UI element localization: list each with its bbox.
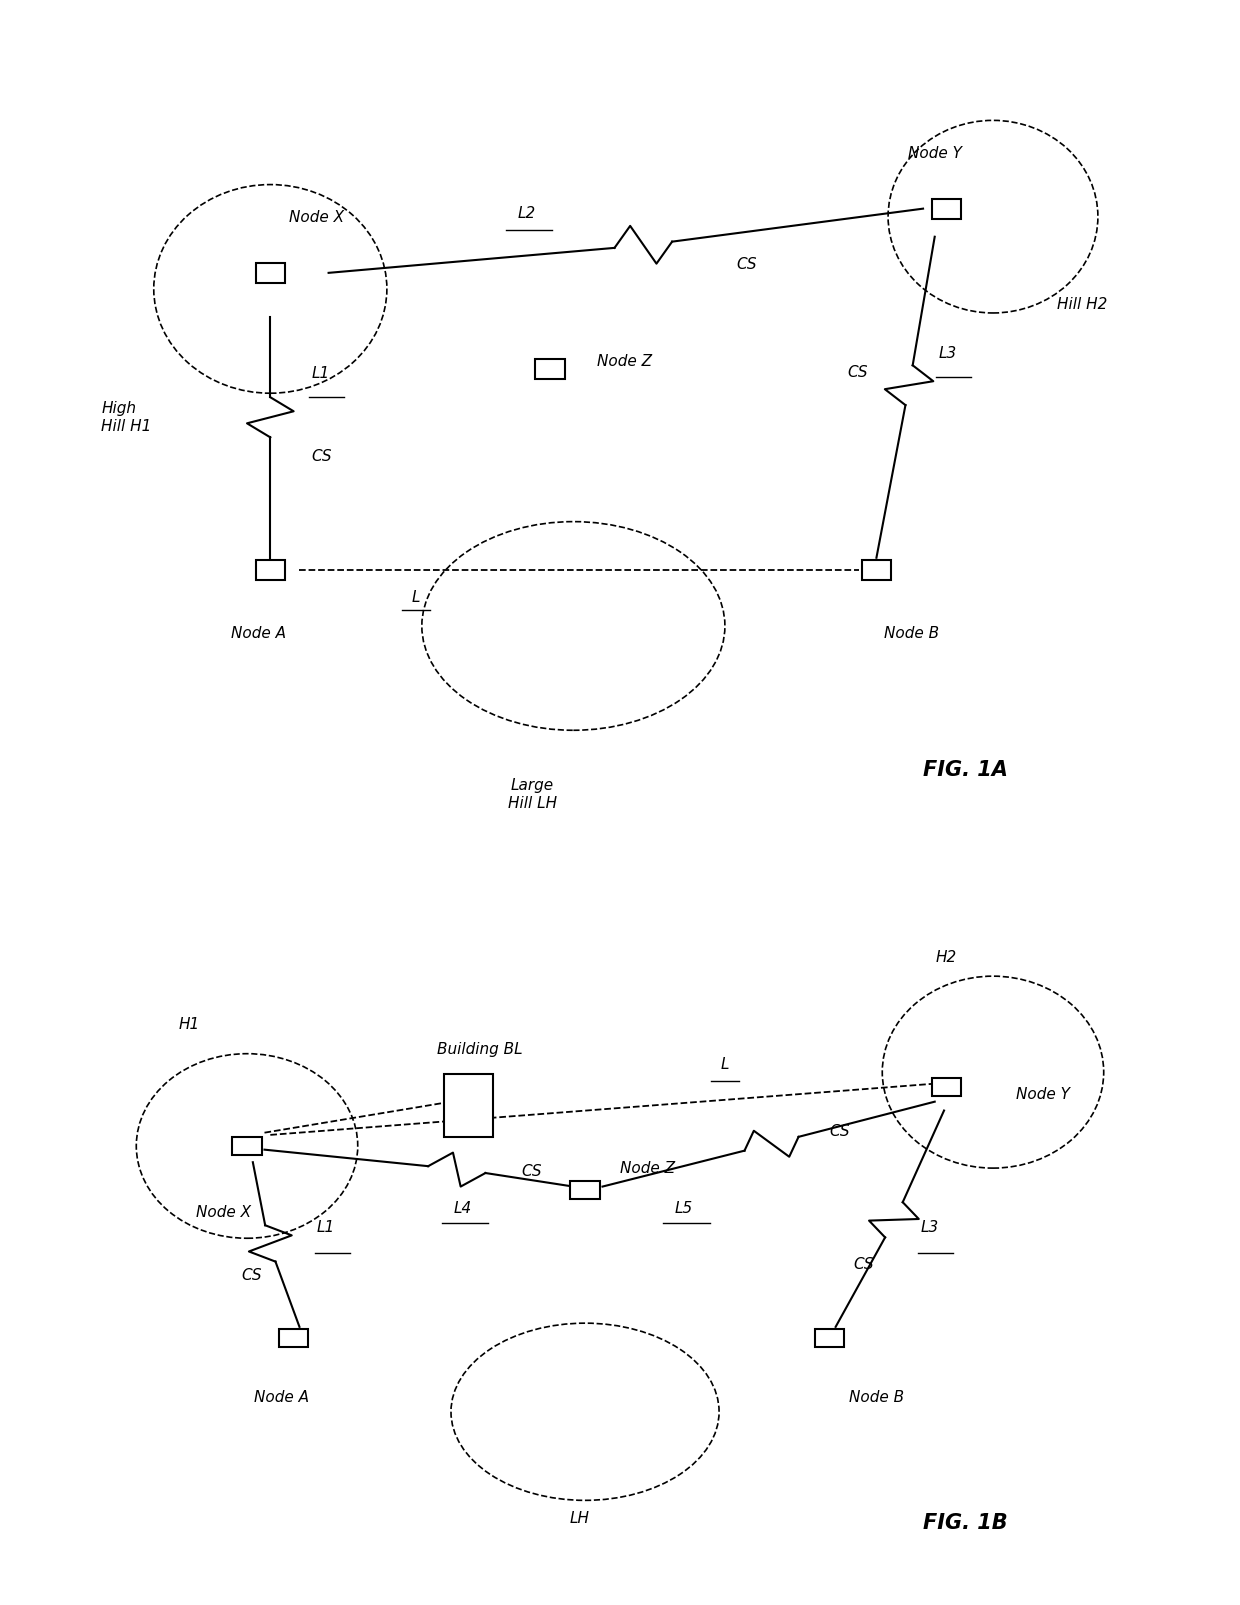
Bar xyxy=(232,1136,262,1156)
Text: Node B: Node B xyxy=(884,626,939,640)
Bar xyxy=(862,560,892,579)
Text: CS: CS xyxy=(853,1257,874,1271)
Text: FIG. 1A: FIG. 1A xyxy=(923,761,1008,780)
Text: Node X: Node X xyxy=(289,210,345,225)
Bar xyxy=(931,1077,961,1096)
Text: L1: L1 xyxy=(311,366,330,380)
Text: L: L xyxy=(412,591,420,605)
Bar xyxy=(444,1074,494,1136)
Text: CS: CS xyxy=(241,1268,262,1282)
Text: Node B: Node B xyxy=(849,1390,904,1404)
Text: CS: CS xyxy=(830,1124,851,1138)
Text: FIG. 1B: FIG. 1B xyxy=(923,1512,1008,1533)
Bar xyxy=(815,1329,844,1347)
Text: Large
Hill LH: Large Hill LH xyxy=(508,778,557,811)
Text: Node A: Node A xyxy=(254,1390,310,1404)
Bar xyxy=(931,199,961,218)
Text: L2: L2 xyxy=(517,205,536,220)
Text: H2: H2 xyxy=(936,950,957,965)
Text: CS: CS xyxy=(847,366,868,380)
Bar xyxy=(279,1329,309,1347)
Text: L1: L1 xyxy=(317,1220,335,1234)
Text: Node Z: Node Z xyxy=(596,353,652,369)
Text: High
Hill H1: High Hill H1 xyxy=(102,401,151,433)
Bar xyxy=(570,1181,600,1199)
Text: L5: L5 xyxy=(675,1201,693,1217)
Text: Node Y: Node Y xyxy=(1017,1087,1070,1101)
Text: CS: CS xyxy=(521,1164,542,1180)
Text: L4: L4 xyxy=(454,1201,471,1217)
Bar xyxy=(255,560,285,579)
Text: Node X: Node X xyxy=(196,1205,252,1220)
Text: L3: L3 xyxy=(921,1220,939,1234)
Text: LH: LH xyxy=(569,1512,589,1526)
Text: Building BL: Building BL xyxy=(438,1042,523,1058)
Bar xyxy=(536,360,564,379)
Text: CS: CS xyxy=(311,449,331,464)
Text: CS: CS xyxy=(737,257,758,271)
Text: H1: H1 xyxy=(179,1016,200,1032)
Text: Node Y: Node Y xyxy=(908,146,962,161)
Bar xyxy=(255,263,285,282)
Text: Node Z: Node Z xyxy=(620,1160,675,1175)
Text: Hill H2: Hill H2 xyxy=(1056,297,1107,313)
Text: L3: L3 xyxy=(939,345,956,361)
Text: Node A: Node A xyxy=(231,626,286,640)
Text: L: L xyxy=(720,1058,729,1072)
